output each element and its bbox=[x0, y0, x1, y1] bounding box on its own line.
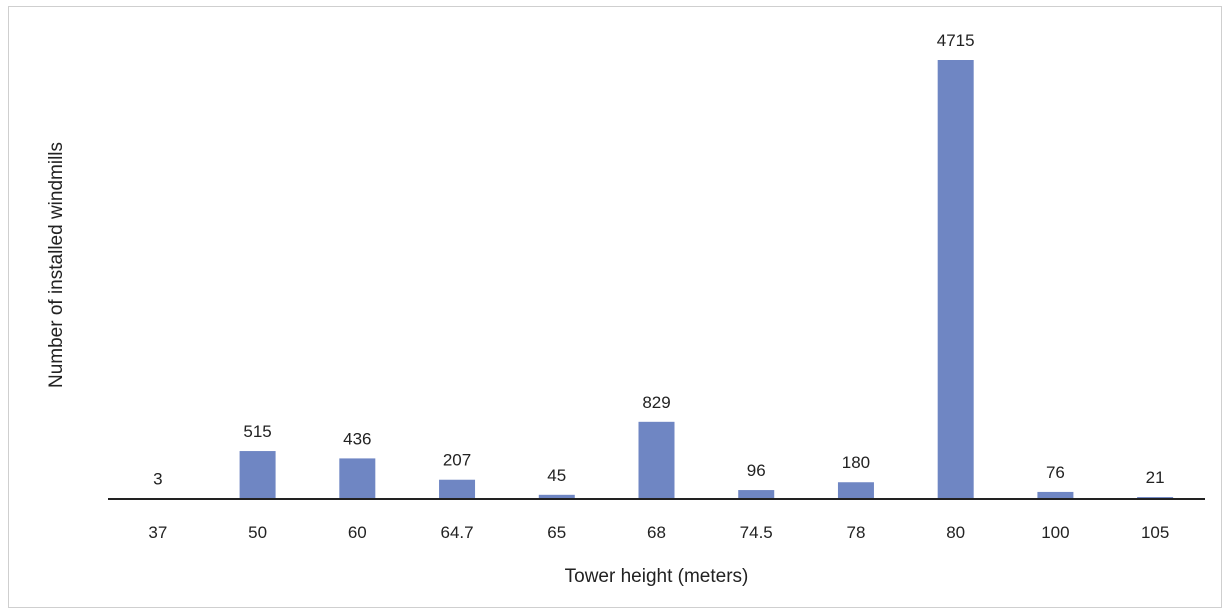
bar-78 bbox=[837, 482, 874, 499]
value-label-68: 829 bbox=[642, 393, 670, 412]
bar-64.7 bbox=[439, 479, 476, 499]
x-tick-label-80: 80 bbox=[946, 523, 965, 542]
x-tick-label-74.5: 74.5 bbox=[740, 523, 773, 542]
value-label-105: 21 bbox=[1146, 468, 1165, 487]
value-label-100: 76 bbox=[1046, 463, 1065, 482]
value-label-50: 515 bbox=[243, 422, 271, 441]
bar-68 bbox=[638, 421, 675, 499]
value-label-60: 436 bbox=[343, 429, 371, 448]
x-tick-label-37: 37 bbox=[148, 523, 167, 542]
x-tick-labels-group: 37 50 60 64.7 65 68 74.5 78 80 100 105 bbox=[148, 523, 1169, 542]
bar-74.5 bbox=[738, 490, 775, 499]
x-tick-label-105: 105 bbox=[1141, 523, 1169, 542]
value-label-65: 45 bbox=[547, 466, 566, 485]
bar-100 bbox=[1037, 491, 1074, 499]
value-label-64.7: 207 bbox=[443, 451, 471, 470]
chart-frame bbox=[8, 6, 1222, 608]
bar-50 bbox=[239, 451, 276, 499]
x-axis-title: Tower height (meters) bbox=[565, 566, 749, 587]
value-label-37: 3 bbox=[153, 469, 162, 488]
x-tick-label-60: 60 bbox=[348, 523, 367, 542]
y-axis-title: Number of installed windmills bbox=[46, 142, 67, 388]
value-label-78: 180 bbox=[842, 453, 870, 472]
x-tick-label-50: 50 bbox=[248, 523, 267, 542]
bar-60 bbox=[339, 458, 376, 499]
value-label-80: 4715 bbox=[937, 31, 975, 50]
x-tick-label-64.7: 64.7 bbox=[440, 523, 473, 542]
x-tick-label-65: 65 bbox=[547, 523, 566, 542]
x-tick-label-100: 100 bbox=[1041, 523, 1069, 542]
bar-65 bbox=[538, 494, 575, 499]
bars-group bbox=[139, 60, 1174, 499]
x-tick-label-68: 68 bbox=[647, 523, 666, 542]
x-tick-label-78: 78 bbox=[846, 523, 865, 542]
bar-80 bbox=[937, 60, 974, 499]
value-labels-group: 3 515 436 207 45 829 96 180 4715 76 21 bbox=[153, 31, 1164, 488]
value-label-74.5: 96 bbox=[747, 461, 766, 480]
